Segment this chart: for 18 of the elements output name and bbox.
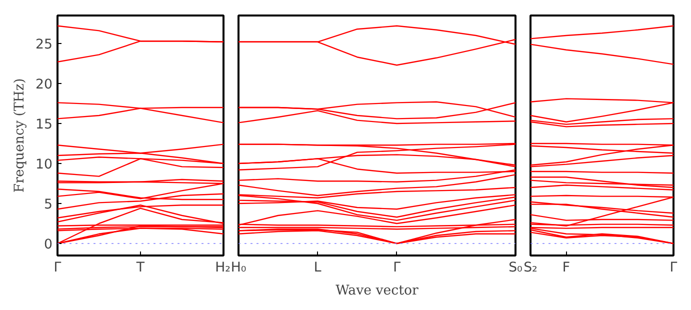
y-axis-title: Frequency (THz)	[12, 78, 28, 193]
x-tick-label: Γ	[54, 260, 62, 276]
y-tick-label: 20	[36, 78, 53, 92]
y-tick-label: 25	[36, 38, 53, 52]
x-tick-label: F	[562, 260, 570, 276]
y-tick-label: 10	[36, 158, 53, 172]
x-tick-label: T	[135, 260, 146, 276]
x-tick-label: S₂	[524, 260, 538, 276]
y-tick-label: 5	[44, 198, 53, 212]
x-tick-label: H₂	[215, 260, 231, 276]
x-axis-title: Wave vector	[336, 284, 420, 298]
x-tick-label: L	[314, 260, 322, 276]
x-tick-label: H₀	[230, 260, 246, 276]
x-tick-label: Γ	[393, 260, 402, 276]
y-tick-label: 0	[44, 238, 53, 252]
y-tick-label: 15	[36, 118, 53, 132]
x-tick-label: Γ	[670, 260, 678, 276]
x-tick-label: S₀	[508, 260, 522, 276]
